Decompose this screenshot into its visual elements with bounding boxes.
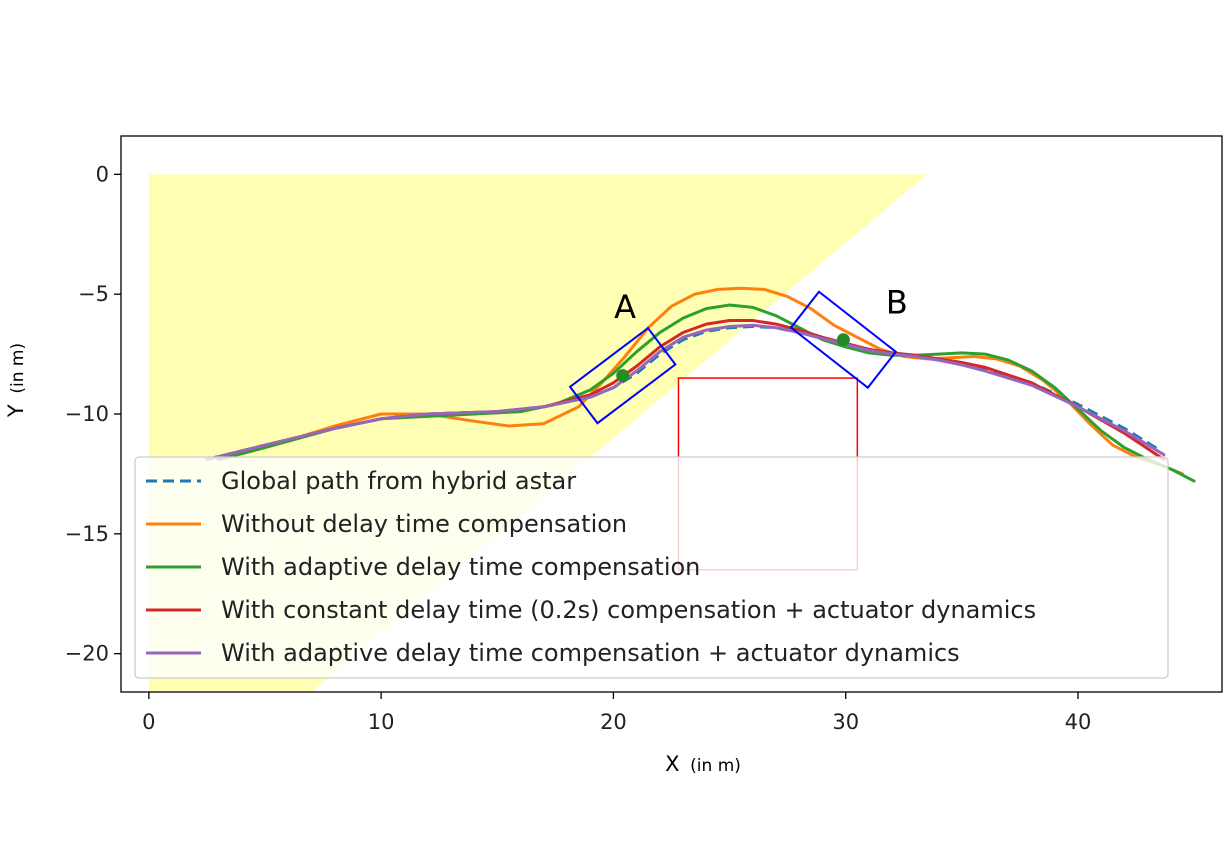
x-axis-label-name: X (665, 752, 679, 776)
legend: Global path from hybrid astar Without del… (134, 456, 1169, 679)
series-line-without (217, 286, 1184, 476)
vehicle-outline-b (789, 290, 898, 390)
y-axis-label-unit: (in m) (8, 343, 28, 394)
vehicle-boxes (568, 290, 898, 425)
x-tick-label: 10 (368, 710, 395, 734)
x-tick-label: 0 (142, 710, 155, 734)
y-tick-label: −5 (78, 282, 109, 306)
legend-label-without: Without delay time compensation (221, 510, 627, 538)
y-axis-label: Y (in m) (4, 343, 28, 418)
x-tick-label: 20 (600, 710, 627, 734)
vehicle-center-dot-a (616, 369, 630, 383)
legend-label-constant: With constant delay time (0.2s) compensa… (221, 596, 1036, 624)
legend-items: Global path from hybrid astar Without del… (146, 467, 1036, 667)
vehicle-center-dot-b (836, 333, 850, 347)
series-line-adaptive_actuator (205, 323, 1166, 461)
x-axis-label-unit: (in m) (690, 756, 741, 776)
x-tick-label: 40 (1065, 710, 1092, 734)
x-tick-label: 30 (832, 710, 859, 734)
y-tick-label: −15 (65, 522, 109, 546)
annotation-label-a: A (614, 288, 636, 326)
x-axis-ticks: 0 10 20 30 40 (142, 692, 1091, 734)
series-line-adaptive (217, 303, 1196, 483)
vehicle-box-b (789, 290, 898, 390)
legend-label-adaptive_actuator: With adaptive delay time compensation + … (221, 639, 960, 667)
y-tick-label: 0 (96, 162, 109, 186)
y-axis-ticks: 0 −5 −10 −15 −20 (65, 162, 121, 666)
y-tick-label: −20 (65, 642, 109, 666)
y-axis-label-name: Y (4, 404, 28, 418)
vehicle-outline-a (568, 326, 677, 425)
y-tick-label: −10 (65, 402, 109, 426)
legend-label-adaptive: With adaptive delay time compensation (221, 553, 700, 581)
series-lines (205, 286, 1196, 483)
legend-box (134, 456, 1169, 679)
vehicle-box-a (568, 326, 677, 425)
legend-label-global: Global path from hybrid astar (221, 467, 576, 495)
annotation-label-b: B (886, 283, 908, 321)
x-axis-label: X (in m) (665, 752, 741, 776)
